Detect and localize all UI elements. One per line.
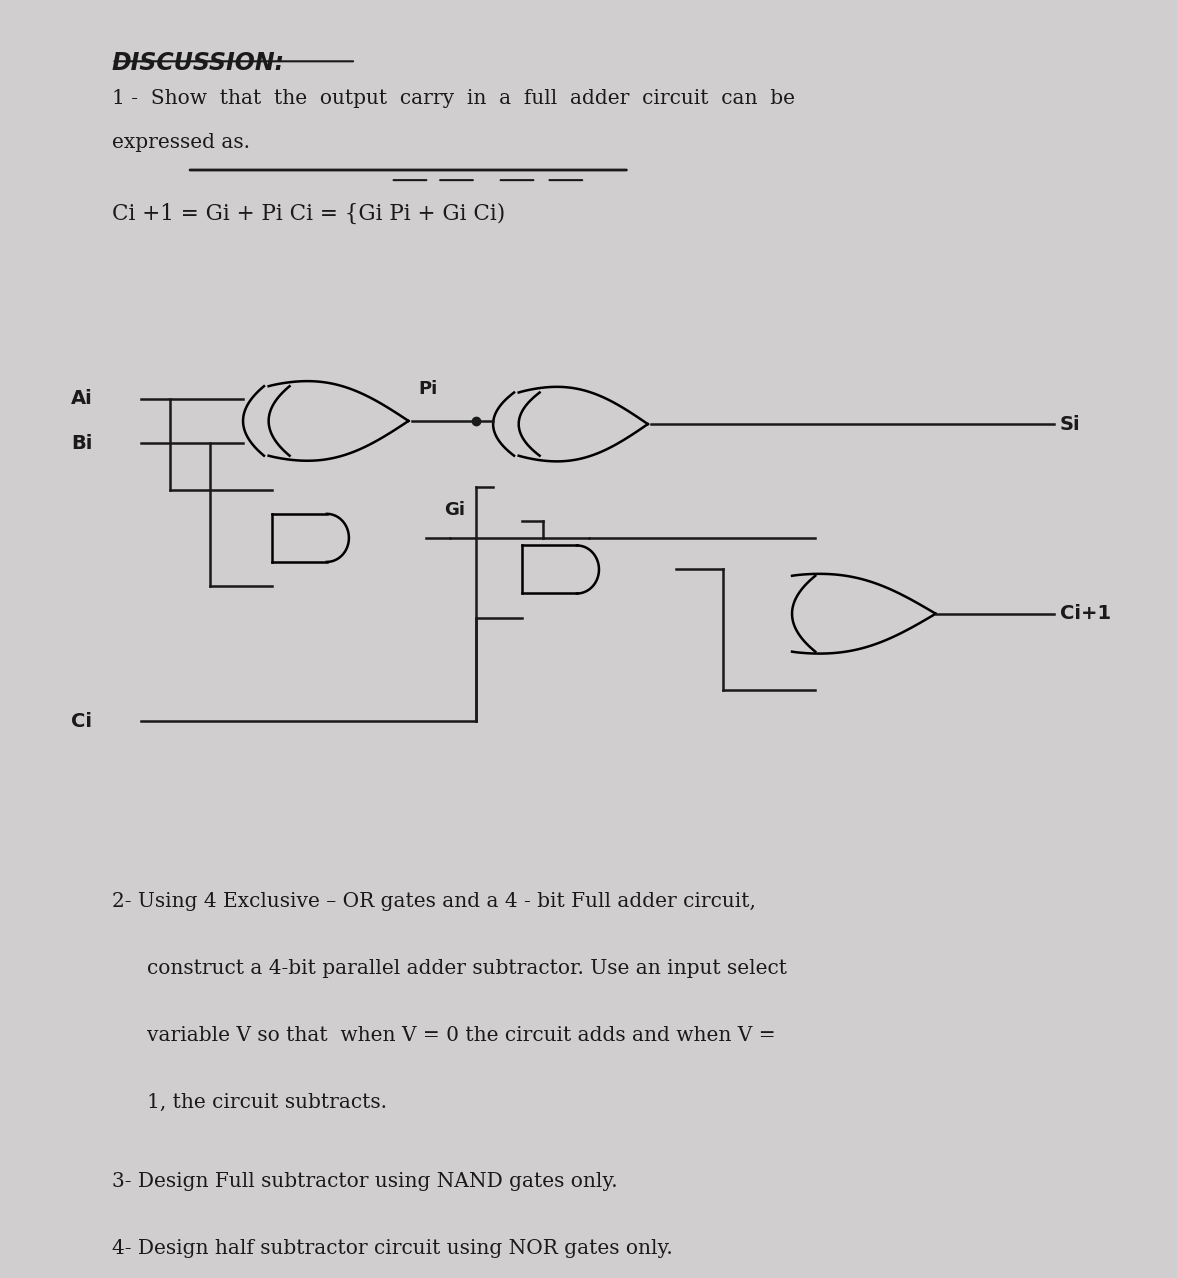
Text: 4- Design half subtractor circuit using NOR gates only.: 4- Design half subtractor circuit using …: [112, 1240, 672, 1259]
Text: Ci+1: Ci+1: [1059, 604, 1111, 624]
Text: Ai: Ai: [71, 390, 93, 408]
Text: 1, the circuit subtracts.: 1, the circuit subtracts.: [146, 1093, 386, 1112]
Text: expressed as.: expressed as.: [112, 133, 250, 152]
Text: 2- Using 4 Exclusive – OR gates and a 4 - bit Full adder circuit,: 2- Using 4 Exclusive – OR gates and a 4 …: [112, 892, 756, 911]
Text: 3- Design Full subtractor using NAND gates only.: 3- Design Full subtractor using NAND gat…: [112, 1172, 617, 1191]
Text: Pi: Pi: [418, 380, 438, 399]
Text: variable V so that  when V = 0​ the circuit adds and when V =: variable V so that when V = 0​ the circu…: [146, 1026, 776, 1045]
Text: 1 -  Show  that  the  output  carry  in  a  full  adder  circuit  can  be: 1 - Show that the output carry in a full…: [112, 89, 794, 109]
Text: Si: Si: [1059, 414, 1080, 433]
Text: Ci +1 = Gi + Pi Ci = {Gi Pi + Gi Ci): Ci +1 = Gi + Pi Ci = {Gi Pi + Gi Ci): [112, 203, 505, 225]
Text: construct a 4-bit parallel adder subtractor. Use an input select: construct a 4-bit parallel adder subtrac…: [146, 958, 786, 978]
Text: Ci: Ci: [71, 712, 92, 731]
Text: Bi: Bi: [71, 433, 92, 452]
Text: Gi: Gi: [444, 501, 465, 519]
Text: DISCUSSION:: DISCUSSION:: [112, 51, 285, 75]
